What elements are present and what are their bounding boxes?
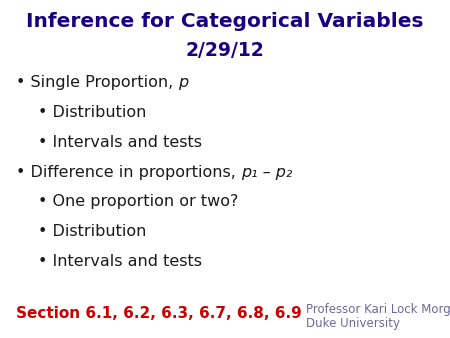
Text: • One proportion or two?: • One proportion or two?: [38, 194, 238, 209]
Text: p: p: [178, 75, 188, 90]
Text: • Distribution: • Distribution: [38, 224, 147, 239]
Text: • Difference in proportions,: • Difference in proportions,: [16, 165, 241, 179]
Text: p₁ – p₂: p₁ – p₂: [241, 165, 292, 179]
Text: • Distribution: • Distribution: [38, 105, 147, 120]
Text: 2/29/12: 2/29/12: [185, 41, 265, 59]
Text: Duke University: Duke University: [306, 317, 400, 330]
Text: • Intervals and tests: • Intervals and tests: [38, 254, 202, 269]
Text: • Single Proportion,: • Single Proportion,: [16, 75, 178, 90]
Text: Inference for Categorical Variables: Inference for Categorical Variables: [26, 12, 424, 31]
Text: • Intervals and tests: • Intervals and tests: [38, 135, 202, 150]
Text: Section 6.1, 6.2, 6.3, 6.7, 6.8, 6.9: Section 6.1, 6.2, 6.3, 6.7, 6.8, 6.9: [16, 306, 302, 321]
Text: Professor Kari Lock Morgan: Professor Kari Lock Morgan: [306, 303, 450, 316]
